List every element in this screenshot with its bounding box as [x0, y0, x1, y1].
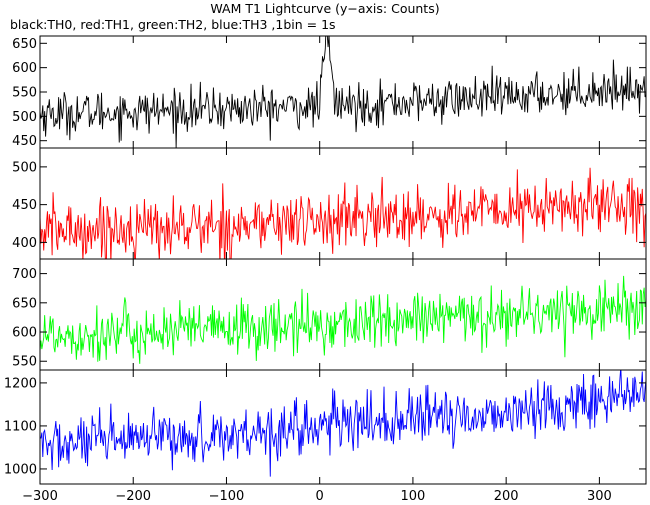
- panel-th1: 400 450 500: [12, 147, 647, 260]
- series-line-th2: [40, 275, 646, 364]
- y-tick-label: 550: [12, 355, 37, 370]
- x-tick-label: −200: [115, 489, 151, 504]
- y-tick-label: 450: [12, 134, 37, 149]
- y-tick-label: 650: [12, 296, 37, 311]
- y-tick-label: 1200: [4, 376, 37, 391]
- y-tick-label: 400: [12, 236, 37, 251]
- x-tick-label: −100: [209, 489, 245, 504]
- y-tick-label: 700: [12, 267, 37, 282]
- y-tick-label: 1100: [4, 419, 37, 434]
- panel-th3: 1000 1100 1200: [4, 369, 647, 485]
- y-tick-label: 500: [12, 110, 37, 125]
- y-tick-label: 1000: [4, 462, 37, 477]
- series-line-th3: [40, 370, 646, 477]
- x-tick-label: 200: [494, 489, 519, 504]
- y-tick-label: 450: [12, 198, 37, 213]
- series-line-th1: [40, 167, 646, 259]
- chart-subtitle: black:TH0, red:TH1, green:TH2, blue:TH3 …: [10, 17, 336, 32]
- y-tick-label: 650: [12, 37, 37, 52]
- y-tick-label: 500: [12, 160, 37, 175]
- panel-th2: 550 600 650 700: [12, 258, 647, 371]
- y-tick-label: 600: [12, 326, 37, 341]
- panel-frame: [39, 35, 647, 149]
- panel-th0: 450 500 550 600 650: [12, 35, 647, 149]
- y-tick-label: 600: [12, 61, 37, 76]
- series-line-th0: [40, 36, 646, 148]
- chart-title: WAM T1 Lightcurve (y−axis: Counts): [210, 1, 440, 16]
- x-tick-label: 100: [401, 489, 426, 504]
- x-tick-label: 0: [316, 489, 324, 504]
- panel-frame: [39, 369, 647, 485]
- x-tick-label: −300: [22, 489, 58, 504]
- y-tick-label: 550: [12, 86, 37, 101]
- x-tick-label: 300: [587, 489, 612, 504]
